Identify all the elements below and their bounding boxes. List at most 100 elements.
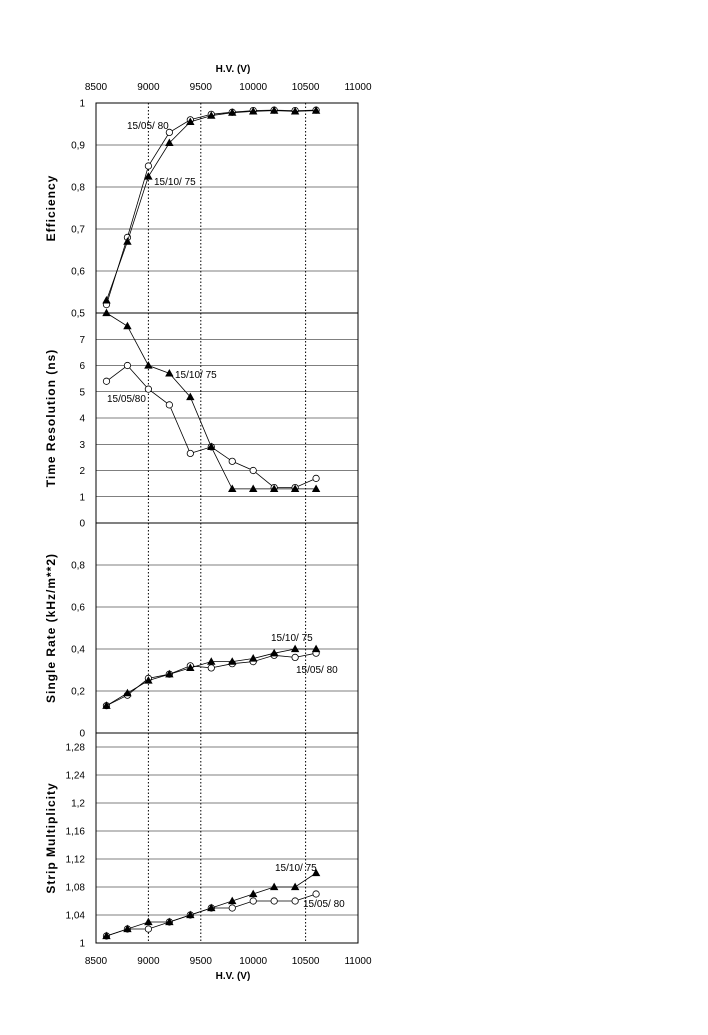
triangle-marker <box>123 924 132 933</box>
circle-marker <box>165 128 173 136</box>
triangle-marker <box>311 106 321 114</box>
triangle-marker <box>249 106 258 115</box>
circle-marker <box>249 466 257 475</box>
label-layer: 0,5 0,6 0,7 0,8 0,9 1 Efficiency 15/05/ 80 15/10… <box>44 82 372 967</box>
triangle-marker <box>249 654 258 662</box>
y-tick-label: 0,5 <box>71 309 85 320</box>
triangle-marker <box>102 308 111 317</box>
y-tick-label: 6 <box>79 361 85 372</box>
triangle-marker <box>165 368 174 377</box>
triangle-marker <box>165 138 174 147</box>
triangle-marker <box>228 484 237 493</box>
triangle-marker <box>186 117 195 126</box>
triangle-marker <box>269 882 279 891</box>
x-tick-label-top: 11000 <box>344 82 372 93</box>
circle-marker <box>123 361 132 370</box>
y-tick-label: 3 <box>79 440 85 451</box>
y-tick-label: 1,04 <box>66 911 86 922</box>
panel-frame <box>95 732 359 944</box>
series-annotation: 15/10/ 75 <box>271 633 313 644</box>
frame-layer <box>95 102 359 944</box>
y-axis-label: Time Resolution (ns) <box>44 349 58 487</box>
triangle-marker <box>144 676 153 684</box>
y-tick-label: 0 <box>79 729 85 740</box>
panel-frame <box>95 522 359 734</box>
circle-marker <box>312 474 320 482</box>
circle-marker <box>144 162 152 170</box>
y-tick-label: 7 <box>79 335 85 346</box>
x-tick-label-top: 8500 <box>85 82 108 93</box>
grid-layer <box>96 103 358 943</box>
series-annotation: 15/05/ 80 <box>303 899 345 910</box>
circle-marker <box>312 890 320 898</box>
circle-marker <box>102 377 111 385</box>
y-tick-label: 1 <box>79 99 85 110</box>
triangle-marker <box>165 917 174 926</box>
triangle-marker <box>123 237 132 245</box>
y-tick-label: 0,6 <box>71 603 85 614</box>
y-tick-label: 0,2 <box>71 687 85 698</box>
panel-frame <box>95 102 359 314</box>
y-tick-label: 0,9 <box>71 141 85 152</box>
triangle-marker <box>186 663 195 672</box>
triangle-marker <box>290 882 300 891</box>
y-tick-label: 1,2 <box>71 799 85 810</box>
y-axis-label: Single Rate (kHz/m**2) <box>44 553 58 703</box>
triangle-marker <box>311 484 321 493</box>
triangle-marker <box>165 669 174 678</box>
triangle-marker <box>228 108 237 116</box>
circle-marker <box>186 449 194 458</box>
triangle-marker <box>269 648 279 657</box>
series-annotation: 15/10/ 75 <box>154 177 196 188</box>
y-tick-label: 0,4 <box>71 645 85 656</box>
triangle-marker <box>123 688 132 697</box>
series-annotation: 15/10/ 75 <box>275 863 317 874</box>
circle-marker <box>228 457 236 465</box>
x-tick-label-bottom: 8500 <box>85 956 108 967</box>
circle-marker <box>228 904 236 912</box>
y-tick-label: 0,6 <box>71 267 85 278</box>
triangle-marker <box>207 442 216 451</box>
triangle-marker <box>311 644 321 653</box>
circle-marker <box>291 653 299 662</box>
y-axis-label: Strip Multiplicity <box>44 782 58 893</box>
triangle-marker <box>186 910 195 919</box>
y-tick-label: 1 <box>79 939 85 950</box>
y-tick-label: 4 <box>79 414 85 425</box>
y-tick-label: 2 <box>79 466 85 477</box>
circle-marker <box>207 664 215 672</box>
circle-marker <box>165 401 173 409</box>
x-tick-label-top: 9500 <box>190 82 213 93</box>
triangle-marker <box>290 644 300 653</box>
triangle-marker <box>102 931 111 940</box>
triangle-marker <box>207 111 216 119</box>
triangle-marker <box>207 657 216 665</box>
y-tick-label: 1 <box>79 492 85 503</box>
triangle-marker <box>290 484 300 493</box>
triangle-marker <box>311 868 321 877</box>
x-tick-label-top: 10000 <box>239 82 267 93</box>
triangle-marker <box>228 657 237 665</box>
triangle-marker <box>269 484 279 493</box>
triangle-marker <box>228 896 237 905</box>
triangle-marker <box>123 321 132 330</box>
y-axis-label: Efficiency <box>44 175 58 242</box>
triangle-marker <box>269 106 279 114</box>
triangle-marker <box>186 392 195 401</box>
x-tick-label-bottom: 11000 <box>344 956 372 967</box>
bottom-x-axis-title: H.V. (V) <box>216 971 251 982</box>
y-tick-label: 0,8 <box>71 183 85 194</box>
x-tick-label-top: 9000 <box>137 82 160 93</box>
triangle-marker <box>144 361 153 369</box>
y-tick-label: 1,28 <box>66 743 86 754</box>
y-tick-label: 1,12 <box>66 855 86 866</box>
y-tick-label: 0,8 <box>71 561 85 572</box>
series-layer <box>102 106 321 940</box>
x-tick-label-bottom: 9000 <box>137 956 160 967</box>
y-tick-label: 1,16 <box>66 827 86 838</box>
x-tick-label-bottom: 9500 <box>190 956 213 967</box>
series-annotation: 15/05/ 80 <box>296 665 338 676</box>
series-line <box>106 109 317 305</box>
series-line <box>106 110 317 301</box>
